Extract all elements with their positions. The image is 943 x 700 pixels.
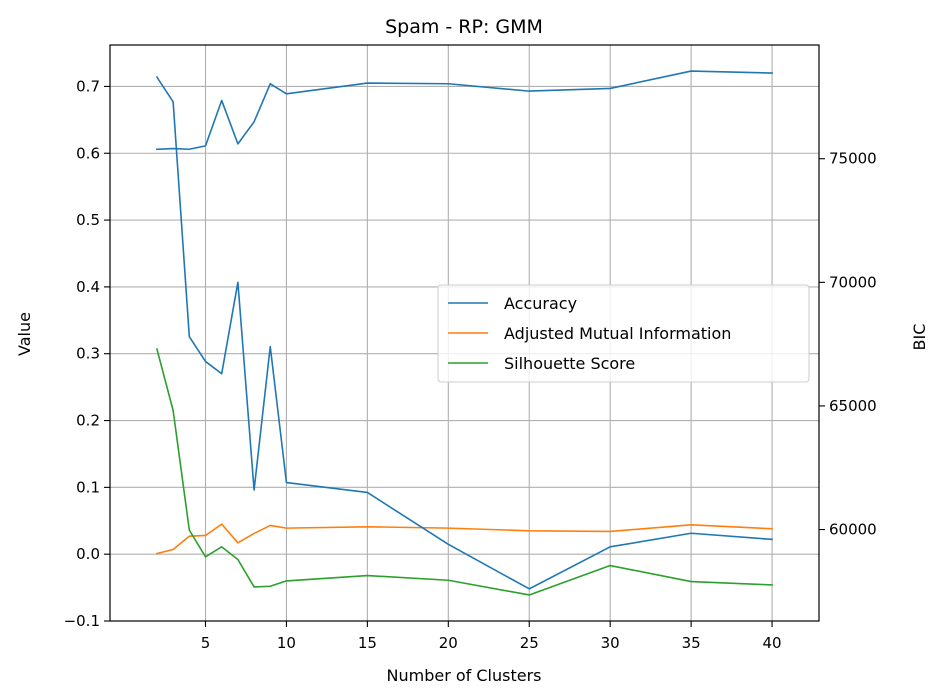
y-tick-label: 0.3 bbox=[76, 345, 100, 363]
y2-tick-label: 60000 bbox=[829, 521, 877, 539]
x-tick-label: 20 bbox=[439, 634, 458, 652]
legend-label: Silhouette Score bbox=[504, 354, 635, 373]
x-tick-label: 25 bbox=[520, 634, 539, 652]
y-tick-label: 0.4 bbox=[76, 278, 100, 296]
x-tick-label: 35 bbox=[682, 634, 701, 652]
y-tick-label: −0.1 bbox=[64, 612, 100, 630]
y-tick-label: 0.0 bbox=[76, 545, 100, 563]
series-line-bic bbox=[155, 76, 773, 590]
series-line-2 bbox=[155, 348, 773, 596]
legend: Accuracy Adjusted Mutual Information Silho… bbox=[437, 284, 810, 383]
y2-tick-label: 65000 bbox=[829, 397, 877, 415]
plot-frame bbox=[109, 44, 820, 622]
x-axis-label: Number of Clusters bbox=[387, 666, 542, 685]
y-tick-label: 0.7 bbox=[76, 77, 100, 95]
x-tick-label: 40 bbox=[763, 634, 782, 652]
y-tick-label: 0.2 bbox=[76, 412, 100, 430]
y2-axis-label: BIC bbox=[910, 324, 929, 351]
x-tick-label: 5 bbox=[201, 634, 211, 652]
axis-ticks: 5 10 15 20 25 30 35 40 −0.1 0.0 0.1 0.2 0.3 0.4 0.5 0.6… bbox=[64, 77, 877, 652]
y-tick-label: 0.5 bbox=[76, 211, 100, 229]
y-tick-label: 0.1 bbox=[76, 478, 100, 496]
series-line-1 bbox=[155, 523, 773, 555]
chart-title: Spam - RP: GMM bbox=[385, 16, 543, 38]
y2-tick-label: 75000 bbox=[829, 150, 877, 168]
legend-label: Accuracy bbox=[504, 294, 577, 313]
x-tick-label: 30 bbox=[601, 634, 620, 652]
x-tick-label: 10 bbox=[277, 634, 296, 652]
series-lines bbox=[155, 70, 773, 596]
legend-box bbox=[437, 284, 810, 383]
x-tick-label: 15 bbox=[358, 634, 377, 652]
legend-label: Adjusted Mutual Information bbox=[504, 324, 731, 343]
y-tick-label: 0.6 bbox=[76, 144, 100, 162]
y-axis-label: Value bbox=[15, 312, 34, 356]
series-line-0 bbox=[156, 70, 773, 151]
y2-tick-label: 70000 bbox=[829, 273, 877, 291]
